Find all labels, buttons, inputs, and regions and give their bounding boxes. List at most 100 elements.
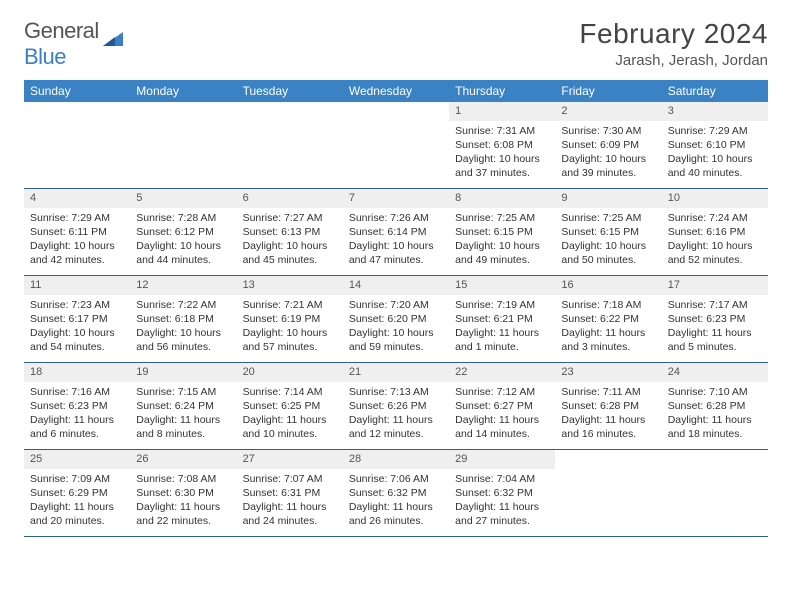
day-content: Sunrise: 7:10 AMSunset: 6:28 PMDaylight:… [662,382,768,447]
day-number: 9 [555,189,661,208]
day-header: Thursday [449,80,555,102]
sunset-text: Sunset: 6:16 PM [668,225,762,239]
sunset-text: Sunset: 6:31 PM [243,486,337,500]
daylight-text: Daylight: 11 hours and 20 minutes. [30,500,124,528]
brand-word1: General [24,18,99,43]
sunrise-text: Sunrise: 7:11 AM [561,385,655,399]
sunrise-text: Sunrise: 7:25 AM [455,211,549,225]
sunset-text: Sunset: 6:09 PM [561,138,655,152]
day-cell: 27Sunrise: 7:07 AMSunset: 6:31 PMDayligh… [237,450,343,536]
day-number: 3 [662,102,768,121]
day-number: 13 [237,276,343,295]
day-cell: 20Sunrise: 7:14 AMSunset: 6:25 PMDayligh… [237,363,343,449]
sunrise-text: Sunrise: 7:08 AM [136,472,230,486]
daylight-text: Daylight: 11 hours and 10 minutes. [243,413,337,441]
sunset-text: Sunset: 6:24 PM [136,399,230,413]
day-number: 28 [343,450,449,469]
daylight-text: Daylight: 11 hours and 14 minutes. [455,413,549,441]
day-content: Sunrise: 7:29 AMSunset: 6:11 PMDaylight:… [24,208,130,273]
daylight-text: Daylight: 11 hours and 5 minutes. [668,326,762,354]
daylight-text: Daylight: 11 hours and 24 minutes. [243,500,337,528]
sunrise-text: Sunrise: 7:20 AM [349,298,443,312]
day-content: Sunrise: 7:06 AMSunset: 6:32 PMDaylight:… [343,469,449,534]
daylight-text: Daylight: 11 hours and 12 minutes. [349,413,443,441]
day-cell: 4Sunrise: 7:29 AMSunset: 6:11 PMDaylight… [24,189,130,275]
sunrise-text: Sunrise: 7:23 AM [30,298,124,312]
sunrise-text: Sunrise: 7:30 AM [561,124,655,138]
sunset-text: Sunset: 6:28 PM [668,399,762,413]
day-cell: 17Sunrise: 7:17 AMSunset: 6:23 PMDayligh… [662,276,768,362]
day-content: Sunrise: 7:22 AMSunset: 6:18 PMDaylight:… [130,295,236,360]
day-cell: 9Sunrise: 7:25 AMSunset: 6:15 PMDaylight… [555,189,661,275]
sunrise-text: Sunrise: 7:15 AM [136,385,230,399]
day-number: 29 [449,450,555,469]
sunrise-text: Sunrise: 7:21 AM [243,298,337,312]
day-header-row: SundayMondayTuesdayWednesdayThursdayFrid… [24,80,768,102]
day-cell: 3 Sunrise: 7:29 AMSunset: 6:10 PMDaylight… [662,102,768,188]
sunset-text: Sunset: 6:23 PM [30,399,124,413]
week-row: 11Sunrise: 7:23 AMSunset: 6:17 PMDayligh… [24,276,768,363]
sunset-text: Sunset: 6:14 PM [349,225,443,239]
sunset-text: Sunset: 6:21 PM [455,312,549,326]
calendar-table: SundayMondayTuesdayWednesdayThursdayFrid… [24,80,768,537]
daylight-text: Daylight: 10 hours and 56 minutes. [136,326,230,354]
day-content: Sunrise: 7:15 AMSunset: 6:24 PMDaylight:… [130,382,236,447]
day-cell: 25Sunrise: 7:09 AMSunset: 6:29 PMDayligh… [24,450,130,536]
day-number: 5 [130,189,236,208]
day-cell: 16Sunrise: 7:18 AMSunset: 6:22 PMDayligh… [555,276,661,362]
day-number: 15 [449,276,555,295]
location-text: Jarash, Jerash, Jordan [579,52,768,69]
sunrise-text: Sunrise: 7:06 AM [349,472,443,486]
daylight-text: Daylight: 10 hours and 52 minutes. [668,239,762,267]
sunrise-text: Sunrise: 7:28 AM [136,211,230,225]
day-header: Sunday [24,80,130,102]
sunrise-text: Sunrise: 7:07 AM [243,472,337,486]
sunrise-text: Sunrise: 7:16 AM [30,385,124,399]
sunrise-text: Sunrise: 7:12 AM [455,385,549,399]
day-cell: 18Sunrise: 7:16 AMSunset: 6:23 PMDayligh… [24,363,130,449]
week-row: 25Sunrise: 7:09 AMSunset: 6:29 PMDayligh… [24,450,768,537]
day-content: Sunrise: 7:17 AMSunset: 6:23 PMDaylight:… [662,295,768,360]
day-cell: 10Sunrise: 7:24 AMSunset: 6:16 PMDayligh… [662,189,768,275]
day-number: 12 [130,276,236,295]
sunrise-text: Sunrise: 7:31 AM [455,124,549,138]
day-content: Sunrise: 7:24 AMSunset: 6:16 PMDaylight:… [662,208,768,273]
sunrise-text: Sunrise: 7:04 AM [455,472,549,486]
sunrise-text: Sunrise: 7:27 AM [243,211,337,225]
day-cell: 21Sunrise: 7:13 AMSunset: 6:26 PMDayligh… [343,363,449,449]
sunrise-text: Sunrise: 7:29 AM [30,211,124,225]
sunrise-text: Sunrise: 7:10 AM [668,385,762,399]
day-content: Sunrise: 7:04 AMSunset: 6:32 PMDaylight:… [449,469,555,534]
daylight-text: Daylight: 10 hours and 40 minutes. [668,152,762,180]
day-number: 7 [343,189,449,208]
sunrise-text: Sunrise: 7:29 AM [668,124,762,138]
sunrise-text: Sunrise: 7:17 AM [668,298,762,312]
day-cell: 13Sunrise: 7:21 AMSunset: 6:19 PMDayligh… [237,276,343,362]
daylight-text: Daylight: 11 hours and 27 minutes. [455,500,549,528]
day-cell: 6Sunrise: 7:27 AMSunset: 6:13 PMDaylight… [237,189,343,275]
sunset-text: Sunset: 6:17 PM [30,312,124,326]
daylight-text: Daylight: 10 hours and 39 minutes. [561,152,655,180]
day-content: Sunrise: 7:09 AMSunset: 6:29 PMDaylight:… [24,469,130,534]
sunset-text: Sunset: 6:32 PM [455,486,549,500]
day-cell: 8Sunrise: 7:25 AMSunset: 6:15 PMDaylight… [449,189,555,275]
sunrise-text: Sunrise: 7:24 AM [668,211,762,225]
day-number: 19 [130,363,236,382]
day-header: Wednesday [343,80,449,102]
day-cell: 12Sunrise: 7:22 AMSunset: 6:18 PMDayligh… [130,276,236,362]
daylight-text: Daylight: 10 hours and 54 minutes. [30,326,124,354]
sunset-text: Sunset: 6:10 PM [668,138,762,152]
daylight-text: Daylight: 10 hours and 49 minutes. [455,239,549,267]
sunset-text: Sunset: 6:15 PM [455,225,549,239]
day-content: Sunrise: 7:12 AMSunset: 6:27 PMDaylight:… [449,382,555,447]
sunset-text: Sunset: 6:20 PM [349,312,443,326]
day-number: 17 [662,276,768,295]
day-number: 21 [343,363,449,382]
header: General Blue February 2024 Jarash, Jeras… [24,18,768,70]
daylight-text: Daylight: 10 hours and 59 minutes. [349,326,443,354]
sunrise-text: Sunrise: 7:18 AM [561,298,655,312]
sunrise-text: Sunrise: 7:19 AM [455,298,549,312]
day-header: Monday [130,80,236,102]
day-number: 20 [237,363,343,382]
day-content: Sunrise: 7:23 AMSunset: 6:17 PMDaylight:… [24,295,130,360]
